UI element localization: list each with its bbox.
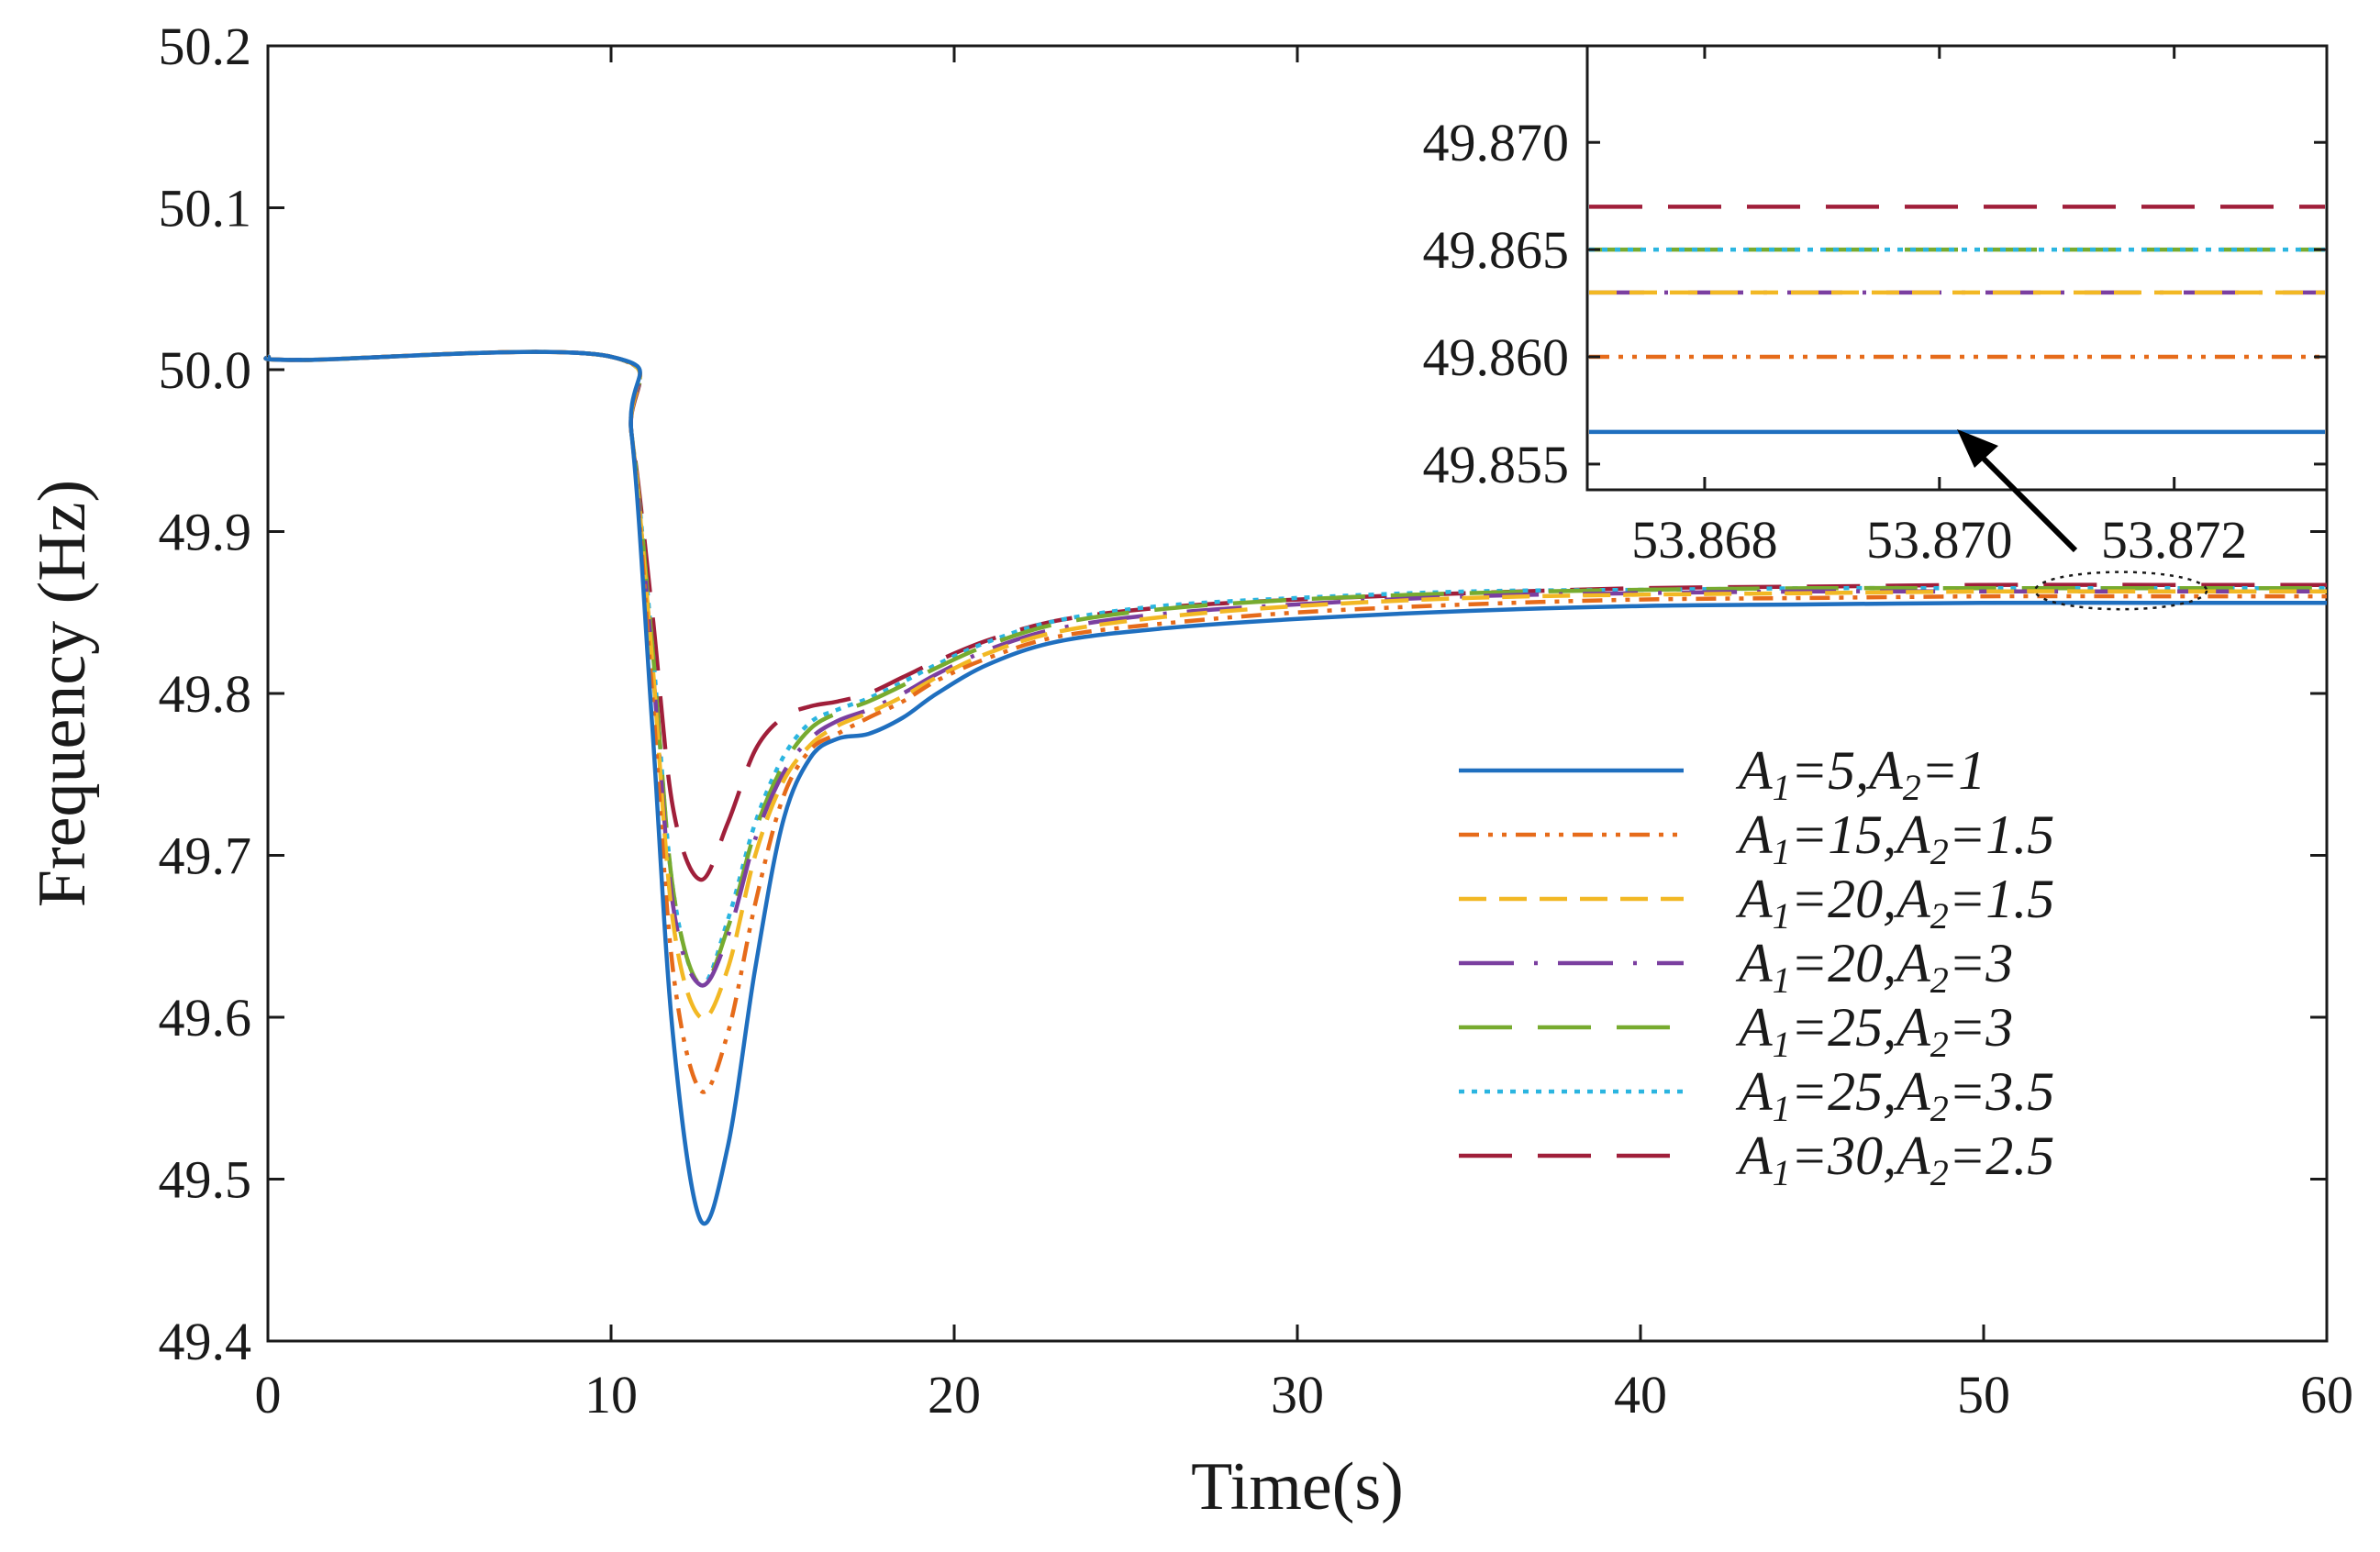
legend-label-5: A1=25,A2=3 (1735, 997, 2013, 1065)
x-tick-label: 10 (584, 1365, 638, 1425)
x-tick-label: 40 (1614, 1365, 1667, 1425)
zoom-highlight-ellipse (2033, 571, 2208, 611)
y-tick-label: 49.4 (159, 1312, 252, 1371)
axis-ticks: 0 10 20 30 40 50 60 49.4 49.5 49.6 49.7 49.8 49.9 50.… (159, 17, 2354, 1425)
x-tick-label: 30 (1271, 1365, 1324, 1425)
x-axis-title: Time(s) (1191, 1449, 1404, 1524)
legend-label-2: A1=15,A2=1.5 (1735, 804, 2054, 872)
inset-x-tick-label: 53.872 (2101, 510, 2248, 570)
legend-label-1: A1=5,A2=1 (1735, 740, 1985, 808)
y-tick-label: 50.2 (159, 17, 252, 76)
y-tick-label: 50.0 (159, 340, 252, 400)
inset-zoom: 53.868 53.870 53.872 49.855 49.860 49.865 49.8… (1423, 44, 2329, 570)
inset-axis-ticks: 53.868 53.870 53.872 49.855 49.860 49.865 49.8… (1423, 46, 2327, 570)
inset-y-tick-label: 49.870 (1423, 113, 1570, 172)
y-tick-label: 49.5 (159, 1150, 252, 1210)
inset-x-tick-label: 53.870 (1866, 510, 2013, 570)
series-line-2 (263, 349, 2327, 1094)
inset-y-tick-label: 49.865 (1423, 220, 1570, 280)
x-tick-label: 0 (255, 1365, 282, 1425)
legend-label-6: A1=25,A2=3.5 (1735, 1061, 2054, 1129)
y-tick-label: 50.1 (159, 179, 252, 238)
x-tick-label: 20 (928, 1365, 981, 1425)
legend-label-7: A1=30,A2=2.5 (1735, 1125, 2054, 1193)
series-line-1 (263, 349, 2327, 1226)
zoom-arrow (1957, 429, 2078, 553)
legend-label-4: A1=20,A2=3 (1735, 933, 2013, 1001)
inset-y-tick-label: 49.860 (1423, 327, 1570, 387)
series-group (263, 349, 2327, 1226)
y-tick-label: 49.6 (159, 988, 252, 1048)
y-tick-label: 49.7 (159, 826, 252, 886)
y-tick-label: 49.9 (159, 503, 252, 562)
x-tick-label: 50 (1957, 1365, 2010, 1425)
inset-series-group (1589, 205, 2325, 435)
zoom-arrow-head (1957, 429, 1998, 468)
inset-x-tick-label: 53.868 (1631, 510, 1778, 570)
y-axis-title: Frequency (Hz) (25, 480, 100, 907)
zoom-arrow-shaft (1979, 454, 2078, 553)
legend-label-3: A1=20,A2=1.5 (1735, 869, 2054, 937)
inset-y-tick-label: 49.855 (1423, 435, 1570, 494)
x-tick-label: 60 (2300, 1365, 2353, 1425)
y-tick-label: 49.8 (159, 664, 252, 724)
inset-frame (1585, 44, 2329, 492)
legend: A1=5,A2=1A1=15,A2=1.5A1=20,A2=1.5A1=20,A… (1459, 740, 2054, 1193)
